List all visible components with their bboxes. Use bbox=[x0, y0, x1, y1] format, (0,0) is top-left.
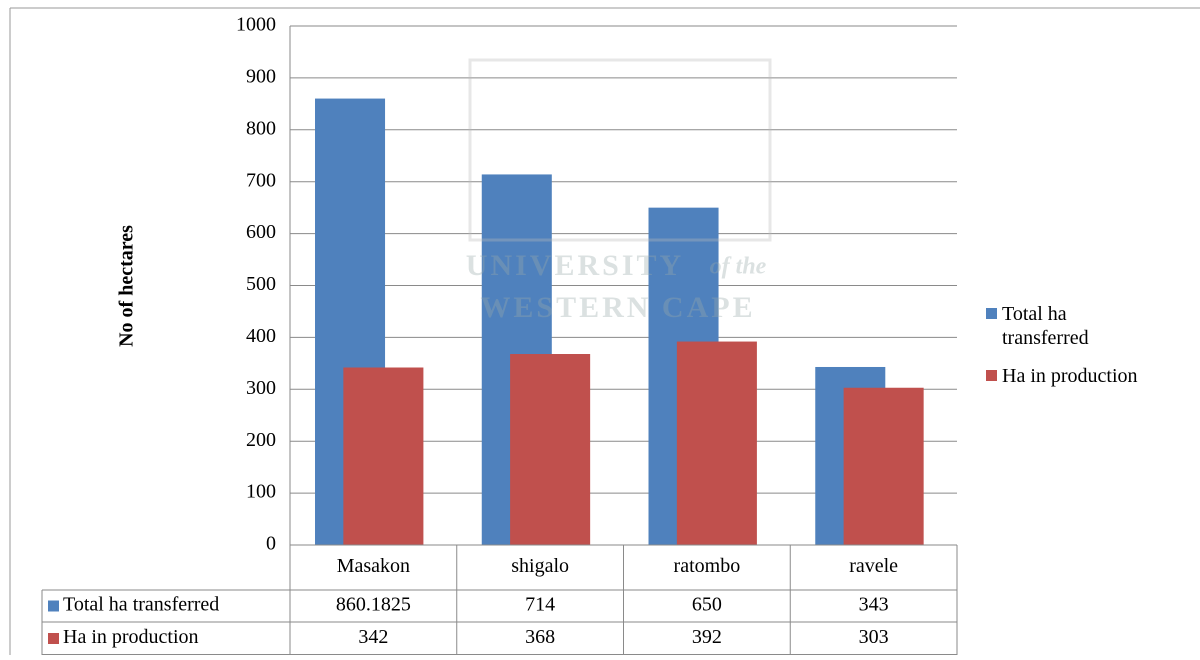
bar bbox=[676, 341, 757, 545]
table-legend-key bbox=[48, 600, 59, 612]
y-tick-label: 0 bbox=[266, 533, 276, 555]
x-tick-label: Masakon bbox=[337, 555, 410, 577]
table-cell: 860.1825 bbox=[336, 594, 411, 616]
bar bbox=[510, 354, 591, 545]
x-tick-label: shigalo bbox=[511, 555, 569, 577]
watermark-text: of the bbox=[710, 254, 767, 280]
x-tick-label: ratombo bbox=[674, 555, 741, 577]
table-cell: 368 bbox=[525, 626, 555, 648]
y-tick-label: 1000 bbox=[236, 14, 276, 36]
watermark-text: UNIVERSITY bbox=[466, 249, 684, 282]
table-row-label: Ha in production bbox=[63, 626, 199, 648]
watermark-text: WESTERN CAPE bbox=[480, 291, 755, 324]
table-cell: 343 bbox=[859, 594, 889, 616]
y-tick-label: 100 bbox=[246, 481, 276, 503]
legend-label: Ha in production bbox=[1002, 365, 1138, 387]
table-cell: 342 bbox=[358, 626, 388, 648]
y-tick-label: 800 bbox=[246, 117, 276, 139]
y-tick-label: 500 bbox=[246, 273, 276, 295]
legend-swatch bbox=[986, 370, 997, 381]
bar bbox=[343, 367, 424, 545]
table-cell: 303 bbox=[859, 626, 889, 648]
watermark: UNIVERSITY of the WESTERN CAPE bbox=[466, 58, 772, 324]
table-cell: 392 bbox=[692, 626, 722, 648]
y-tick-label: 600 bbox=[246, 221, 276, 243]
y-axis-label: No of hectares bbox=[116, 225, 138, 347]
table-cell: 714 bbox=[525, 594, 555, 616]
legend-item: Ha in production bbox=[986, 364, 1186, 388]
y-tick-label: 900 bbox=[246, 65, 276, 87]
table-cell: 650 bbox=[692, 594, 722, 616]
watermark-building bbox=[468, 58, 772, 242]
legend-item: Total ha transferred bbox=[986, 302, 1186, 350]
x-tick-label: ravele bbox=[849, 555, 898, 577]
legend-swatch bbox=[986, 308, 997, 319]
y-tick-label: 400 bbox=[246, 325, 276, 347]
table-row-label: Total ha transferred bbox=[63, 594, 219, 616]
table-legend-key bbox=[48, 633, 59, 644]
legend: Total ha transferred Ha in production bbox=[986, 302, 1186, 402]
bar bbox=[843, 387, 924, 545]
y-tick-label: 700 bbox=[246, 169, 276, 191]
y-tick-label: 200 bbox=[246, 429, 276, 451]
legend-label: Total ha transferred bbox=[1002, 303, 1089, 349]
y-tick-label: 300 bbox=[246, 377, 276, 399]
